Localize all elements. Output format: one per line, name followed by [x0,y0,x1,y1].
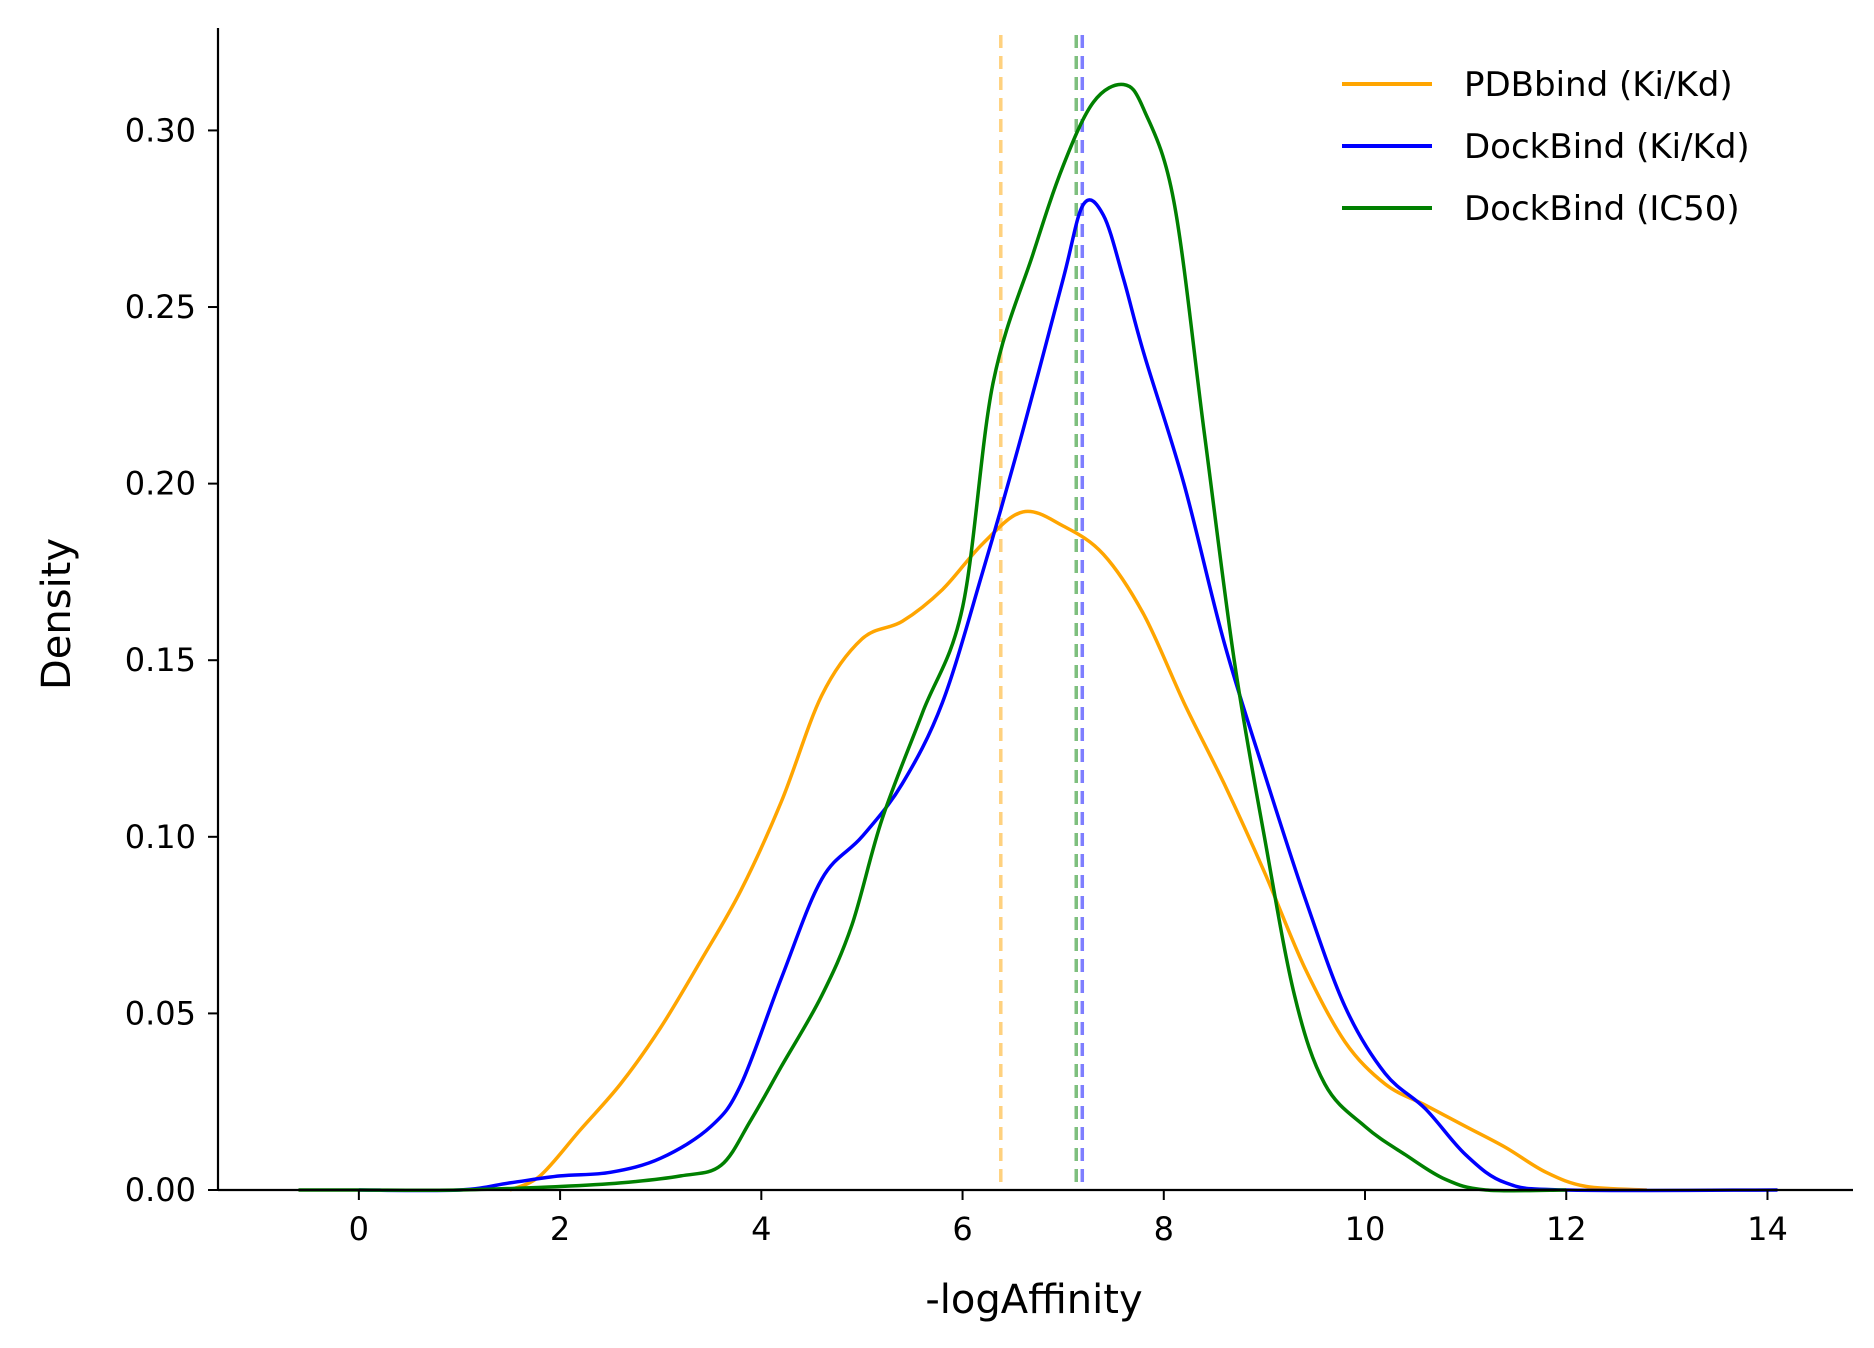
y-tick-label: 0.05 [125,994,196,1032]
legend-item-dockbind-ic50: DockBind (IC50) [1342,189,1740,229]
legend-item-dockbind-ki-kd: DockBind (Ki/Kd) [1342,127,1750,167]
x-tick-label: 12 [1546,1210,1587,1248]
y-axis-title: Density [34,538,80,690]
density-curve-pdbbind-ki-kd [509,509,1647,1192]
x-tick-label: 10 [1345,1210,1386,1248]
y-tick-label: 0.10 [125,818,196,856]
density-curve-dockbind-ic50 [298,82,1567,1193]
legend-label: PDBbind (Ki/Kd) [1464,65,1733,105]
x-tick-label: 14 [1747,1210,1788,1248]
legend-label: DockBind (Ki/Kd) [1464,127,1750,167]
x-axis-title: -logAffinity [925,1277,1142,1323]
x-tick-label: 2 [550,1210,570,1248]
density-curves [298,82,1778,1193]
x-tick-label: 6 [952,1210,972,1248]
y-tick-label: 0.00 [125,1171,196,1209]
legend-item-pdbbind-ki-kd: PDBbind (Ki/Kd) [1342,65,1733,105]
x-tick-label: 8 [1154,1210,1174,1248]
y-tick-label: 0.30 [125,111,196,149]
y-tick-label: 0.25 [125,288,196,326]
y-tick-label: 0.15 [125,641,196,679]
y-tick-label: 0.20 [125,465,196,503]
legend: PDBbind (Ki/Kd) DockBind (Ki/Kd) DockBind … [1342,65,1750,229]
density-curve-dockbind-ki-kd [358,198,1778,1193]
x-tick-label: 4 [751,1210,771,1248]
mean-lines [999,35,1085,1190]
axes: 0 2 4 6 8 10 12 14 0.00 0.05 0.10 0.15 0.20 0.25 0.30 [125,28,1853,1248]
legend-label: DockBind (IC50) [1464,189,1740,229]
x-tick-label: 0 [349,1210,369,1248]
